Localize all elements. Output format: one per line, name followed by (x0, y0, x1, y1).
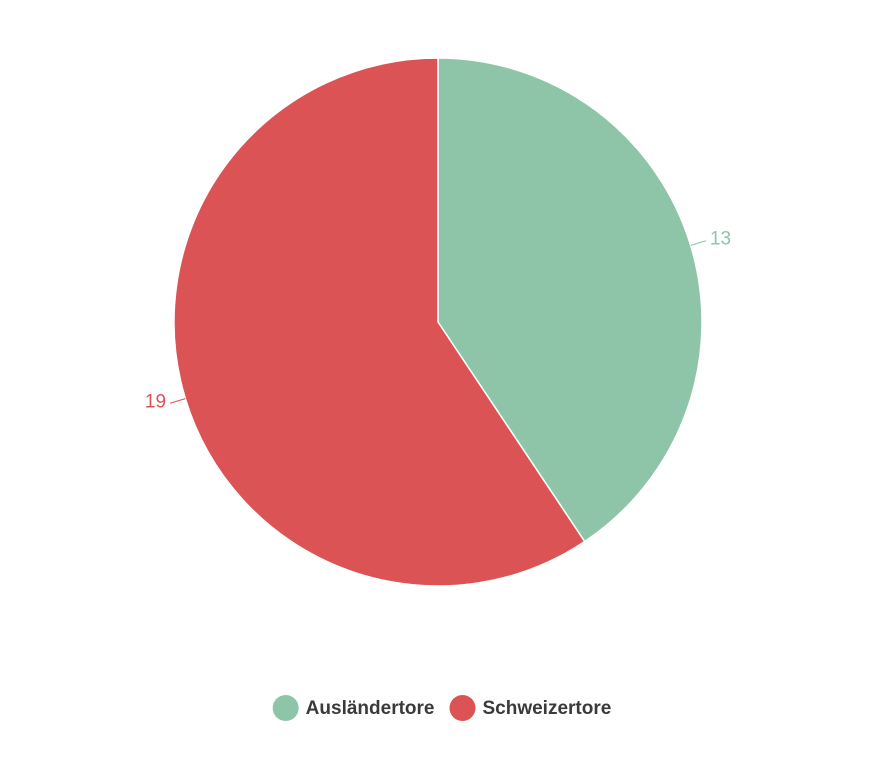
leader-line (169, 398, 186, 404)
legend-marker (449, 695, 476, 721)
pie-slice (173, 57, 586, 587)
data-label: 13 (710, 229, 731, 250)
legend-label: Ausländertore (306, 698, 435, 719)
legend-label: Schweizertore (482, 698, 611, 719)
legend-marker (272, 695, 299, 721)
leader-line (690, 240, 707, 246)
data-label: 19 (145, 391, 166, 412)
